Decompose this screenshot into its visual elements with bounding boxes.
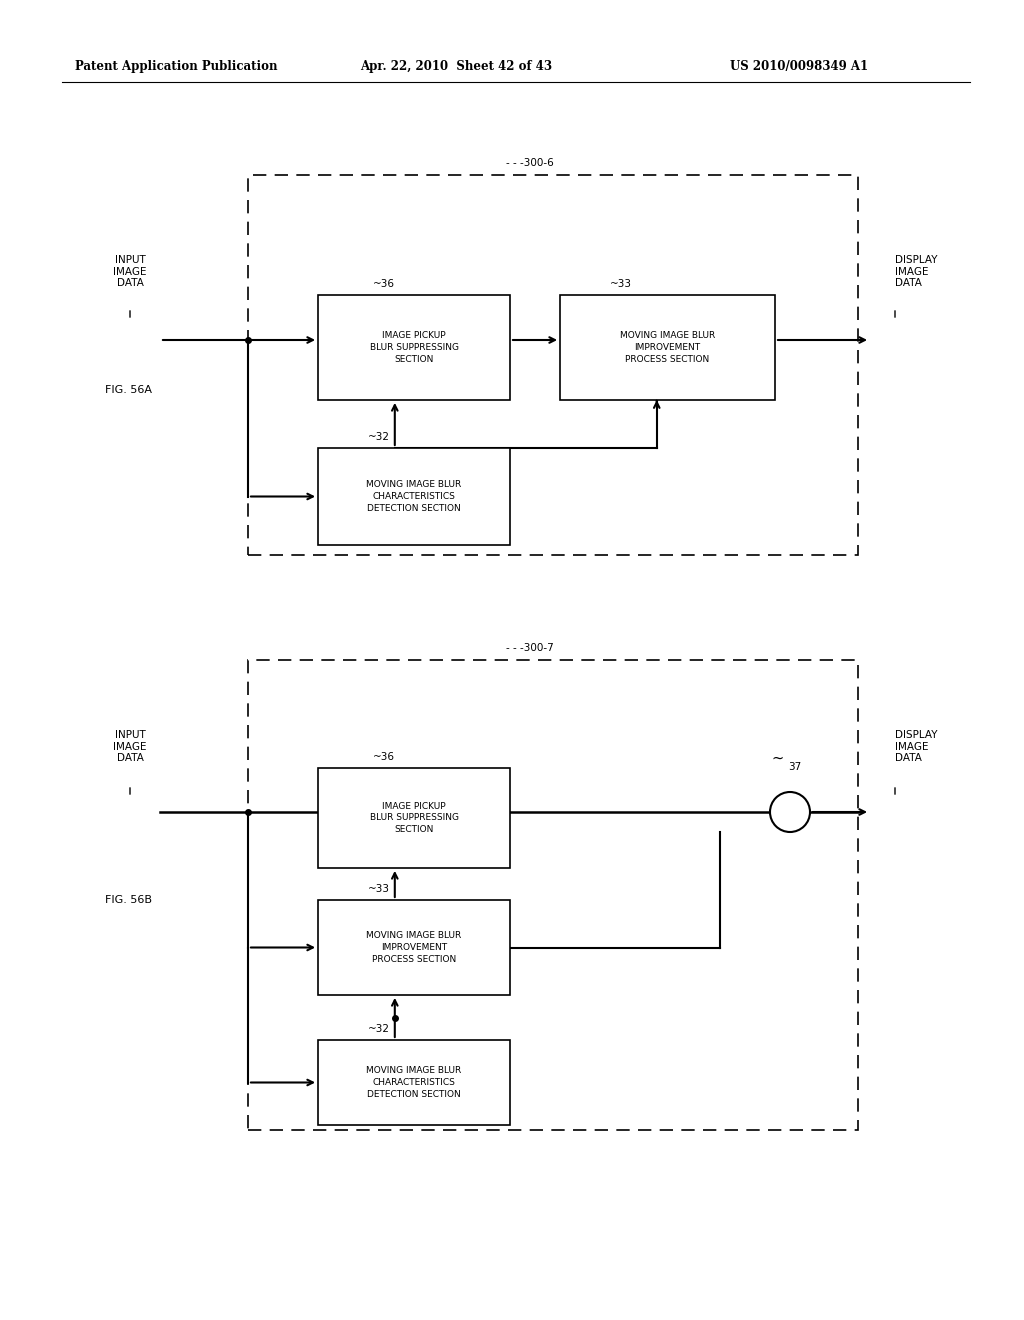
Text: ~33: ~33	[368, 884, 390, 894]
Text: INPUT
IMAGE
DATA: INPUT IMAGE DATA	[114, 255, 146, 288]
Text: FIG. 56A: FIG. 56A	[105, 385, 152, 395]
Text: - - -300-7: - - -300-7	[506, 643, 554, 653]
Text: ~36: ~36	[373, 752, 395, 762]
Text: ~: ~	[772, 751, 784, 766]
Text: US 2010/0098349 A1: US 2010/0098349 A1	[730, 59, 868, 73]
Text: MOVING IMAGE BLUR
IMPROVEMENT
PROCESS SECTION: MOVING IMAGE BLUR IMPROVEMENT PROCESS SE…	[367, 931, 462, 964]
Text: MOVING IMAGE BLUR
IMPROVEMENT
PROCESS SECTION: MOVING IMAGE BLUR IMPROVEMENT PROCESS SE…	[620, 331, 715, 364]
Text: +: +	[779, 814, 786, 824]
Text: 37: 37	[788, 762, 802, 772]
Text: Apr. 22, 2010  Sheet 42 of 43: Apr. 22, 2010 Sheet 42 of 43	[360, 59, 552, 73]
Bar	[318, 1040, 510, 1125]
Bar	[318, 447, 510, 545]
Text: IMAGE PICKUP
BLUR SUPPRESSING
SECTION: IMAGE PICKUP BLUR SUPPRESSING SECTION	[370, 801, 459, 834]
Text: ~33: ~33	[610, 279, 632, 289]
Text: MOVING IMAGE BLUR
CHARACTERISTICS
DETECTION SECTION: MOVING IMAGE BLUR CHARACTERISTICS DETECT…	[367, 1067, 462, 1098]
Bar	[318, 294, 510, 400]
Bar	[248, 176, 858, 554]
Circle shape	[770, 792, 810, 832]
Bar	[560, 294, 775, 400]
Text: ~32: ~32	[368, 1024, 390, 1034]
Bar	[318, 900, 510, 995]
Text: DISPLAY
IMAGE
DATA: DISPLAY IMAGE DATA	[895, 255, 938, 288]
Bar	[248, 660, 858, 1130]
Text: FIG. 56B: FIG. 56B	[105, 895, 152, 906]
Text: MOVING IMAGE BLUR
CHARACTERISTICS
DETECTION SECTION: MOVING IMAGE BLUR CHARACTERISTICS DETECT…	[367, 480, 462, 512]
Text: +: +	[786, 800, 794, 810]
Text: IMAGE PICKUP
BLUR SUPPRESSING
SECTION: IMAGE PICKUP BLUR SUPPRESSING SECTION	[370, 331, 459, 364]
Text: ~32: ~32	[368, 432, 390, 442]
Text: Patent Application Publication: Patent Application Publication	[75, 59, 278, 73]
Text: ~36: ~36	[373, 279, 395, 289]
Bar	[318, 768, 510, 869]
Text: INPUT
IMAGE
DATA: INPUT IMAGE DATA	[114, 730, 146, 763]
Text: DISPLAY
IMAGE
DATA: DISPLAY IMAGE DATA	[895, 730, 938, 763]
Text: - - -300-6: - - -300-6	[506, 158, 554, 168]
